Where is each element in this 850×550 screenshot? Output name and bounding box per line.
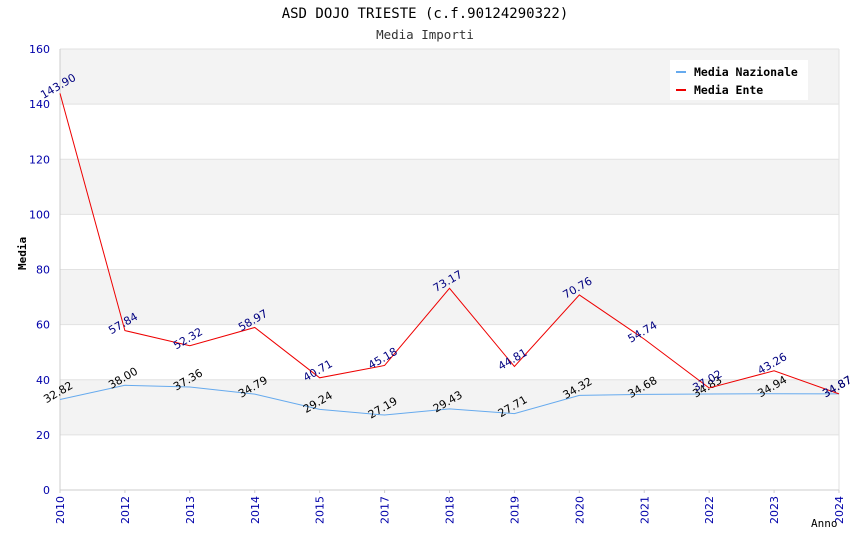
y-tick-label: 60: [36, 319, 50, 332]
x-tick-label: 2012: [119, 496, 132, 524]
x-tick-label: 2017: [379, 496, 392, 524]
grid-band: [60, 214, 839, 270]
x-tick-label: 2013: [184, 496, 197, 524]
x-tick-label: 2021: [638, 496, 651, 524]
x-tick-label: 2018: [444, 496, 457, 524]
y-tick-label: 160: [29, 43, 50, 56]
x-tick-label: 2023: [768, 496, 781, 524]
y-axis-label: Media: [16, 236, 29, 270]
y-tick-label: 0: [43, 484, 50, 497]
x-axis-label: Anno: [811, 517, 838, 530]
grid-band: [60, 434, 839, 490]
x-tick-label: 2015: [314, 496, 327, 524]
legend-swatch-media-nazionale: [676, 71, 686, 73]
legend-item-media-nazionale: Media Nazionale: [676, 64, 798, 80]
x-tick-label: 2020: [573, 496, 586, 524]
legend-label: Media Ente: [694, 83, 764, 97]
y-tick-label: 80: [36, 264, 50, 277]
series-line-media-nazionale: [59, 384, 840, 416]
legend: Media Nazionale Media Ente: [670, 60, 808, 100]
series-line-media-ente: [59, 93, 840, 395]
y-tick-label: 20: [36, 429, 50, 442]
chart-title: ASD DOJO TRIESTE (c.f.90124290322): [281, 6, 569, 22]
x-tick-label: 2010: [54, 496, 67, 524]
grid-band: [60, 269, 839, 325]
grid-band: [60, 379, 839, 435]
x-tick-label: 2019: [508, 496, 521, 524]
legend-swatch-media-ente: [676, 89, 686, 91]
chart-subtitle: Media Importi: [376, 27, 474, 42]
grid-band: [60, 324, 839, 380]
legend-item-media-ente: Media Ente: [676, 82, 763, 98]
x-tick-label: 2022: [703, 496, 716, 524]
grid-band: [60, 159, 839, 215]
x-tick-label: 2014: [249, 496, 262, 524]
x-tick-label: 2024: [833, 496, 846, 524]
y-tick-label: 40: [36, 374, 50, 387]
legend-label: Media Nazionale: [694, 65, 798, 79]
y-tick-label: 140: [29, 98, 50, 111]
grid-band: [60, 104, 839, 160]
y-tick-label: 120: [29, 153, 50, 166]
y-tick-label: 100: [29, 208, 50, 221]
